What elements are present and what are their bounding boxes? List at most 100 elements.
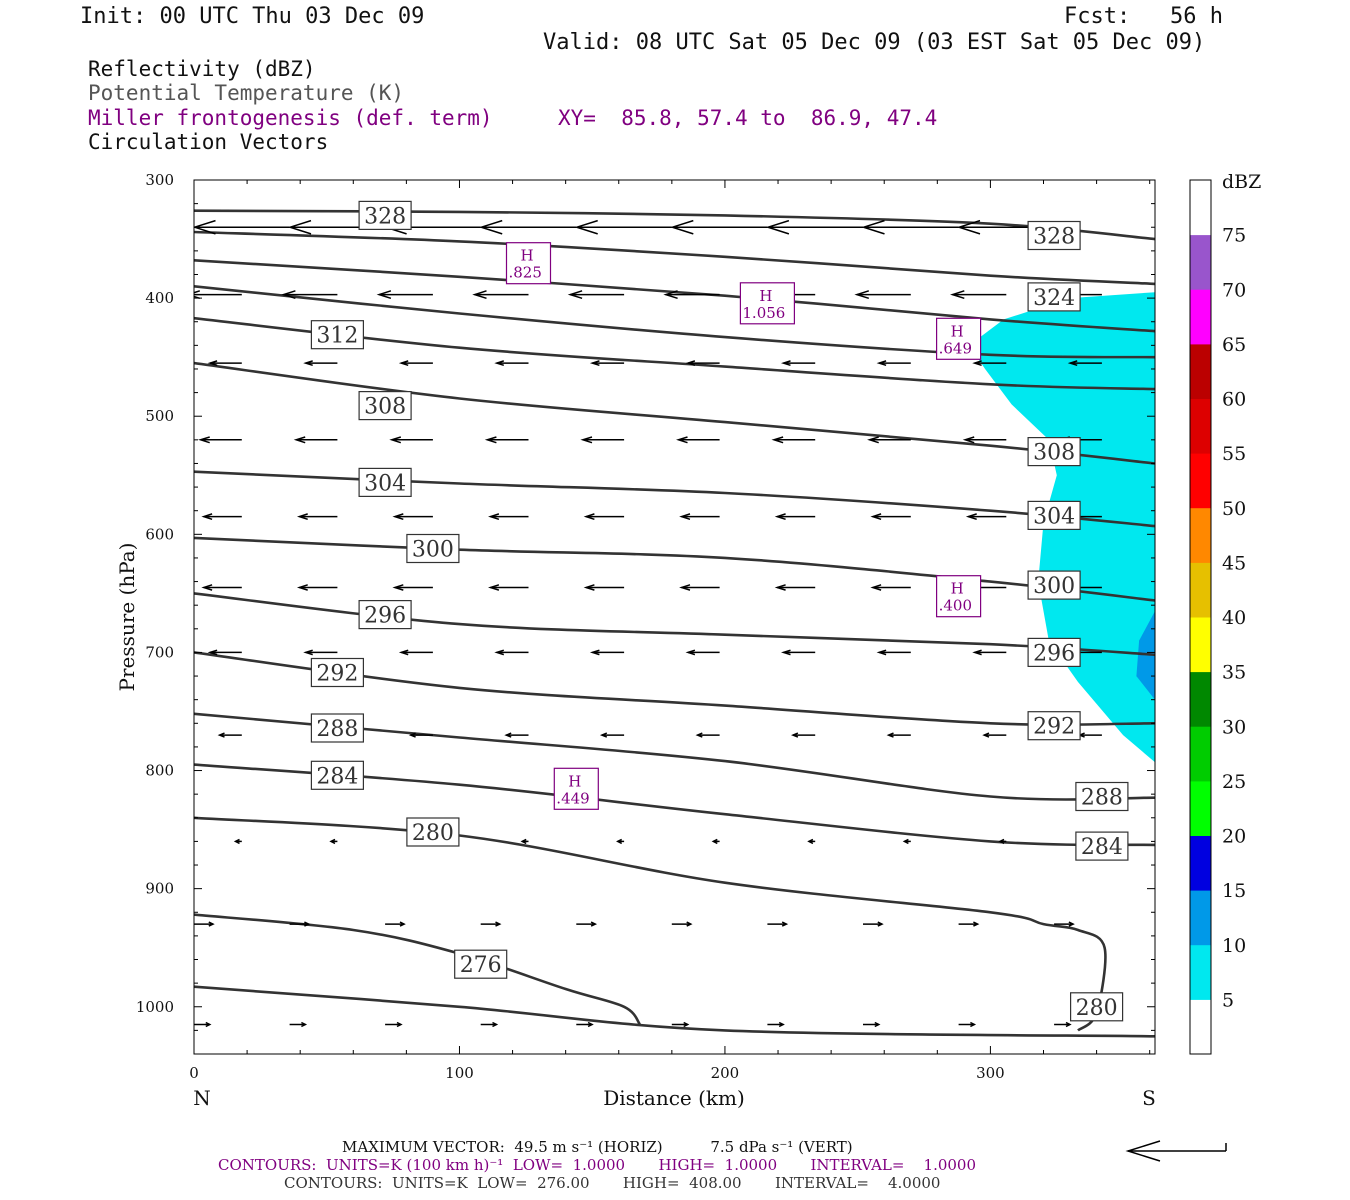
vector-head — [398, 360, 409, 367]
isentrope-label: 328 — [1027, 220, 1081, 251]
circulation-vector — [616, 838, 625, 845]
isentrope-272 — [194, 985, 1155, 1038]
colorbar-level-label: 5 — [1222, 989, 1234, 1011]
circulation-vector — [376, 290, 433, 300]
isentrope-label-text: 312 — [316, 324, 358, 349]
isentrope-label-box — [1027, 220, 1081, 251]
colorbar-level-label: 55 — [1222, 443, 1246, 465]
vector-head — [398, 649, 409, 656]
circulation-vector — [774, 584, 816, 591]
circulation-vector — [392, 584, 433, 591]
isentrope-label-text: 324 — [1033, 286, 1075, 311]
isentrope-label-text: 292 — [316, 662, 358, 687]
circulation-vector — [478, 219, 577, 235]
axis-layer: 300 400 500 600 700 800 900 1000 0 100 200 300 — [136, 171, 1155, 1082]
frontogenesis-max-value: 1.056 — [742, 304, 785, 322]
isentrope-label-box — [1075, 781, 1129, 812]
circulation-vector — [207, 360, 242, 367]
isentrope-296 — [194, 592, 1155, 657]
vector-head — [494, 360, 505, 367]
circulation-vector — [289, 1021, 308, 1028]
circulation-vector — [972, 649, 1007, 656]
vector-head — [520, 838, 527, 845]
colorbar-frame — [1189, 179, 1212, 1055]
circulation-vector — [671, 921, 693, 927]
vector-head — [778, 1021, 785, 1028]
vector-head — [99, 221, 120, 234]
colorbar-swatch — [1190, 562, 1211, 618]
isentrope-label-text: 328 — [364, 204, 406, 229]
vector-head — [998, 838, 1005, 845]
circulation-vector — [194, 1021, 212, 1028]
legend-reflectivity: Reflectivity (dBZ) — [88, 57, 316, 81]
reference-vector — [1125, 1140, 1227, 1162]
circulation-vector — [576, 921, 598, 927]
isentrope-label-text: 308 — [1033, 441, 1075, 466]
isentrope-label-box — [1027, 282, 1081, 312]
circulation-vector — [671, 1021, 690, 1028]
y-tick-label: 300 — [145, 171, 174, 189]
isentrope-label-text: 300 — [1033, 574, 1075, 599]
vector-head — [293, 436, 306, 444]
legend-vectors: Circulation Vectors — [88, 130, 329, 154]
circulation-vector — [679, 513, 720, 521]
colorbar-level-label: 60 — [1222, 389, 1246, 411]
colorbar-swatch — [1190, 671, 1211, 727]
vector-head — [973, 921, 980, 927]
vector-head — [780, 360, 791, 367]
vector-head — [574, 219, 598, 235]
frontogenesis-max-value: .825 — [509, 264, 542, 282]
circulation-vector — [233, 838, 242, 845]
circulation-vector — [807, 838, 816, 845]
circulation-vector — [861, 219, 959, 235]
isentrope-label: 304 — [358, 467, 412, 497]
isentrope-label-text: 308 — [364, 395, 406, 420]
circulation-vector — [695, 732, 720, 738]
colorbar-swatch — [1190, 180, 1211, 236]
frontogenesis-max-letter: H — [759, 287, 772, 305]
x-axis-label: Distance (km) — [603, 1086, 745, 1110]
circulation-vector — [902, 838, 911, 845]
vector-head — [303, 360, 313, 367]
circulation-vector — [767, 921, 789, 927]
circulation-vector — [583, 584, 625, 591]
colorbar-swatch — [1190, 453, 1211, 509]
vector-head — [198, 436, 210, 444]
colorbar-level-label: 15 — [1222, 880, 1246, 902]
isentrope-label-box — [310, 657, 364, 688]
circulation-vector — [886, 732, 911, 738]
circulation-vector — [950, 290, 1007, 300]
isentrope-label-text: 300 — [412, 538, 454, 563]
circulation-vector — [398, 360, 433, 367]
colorbar-swatch — [1190, 999, 1211, 1055]
vector-head — [504, 732, 512, 738]
circulation-vector — [480, 1021, 499, 1028]
colorbar-swatch — [1190, 944, 1211, 1000]
vector-head — [972, 360, 982, 367]
circulation-vector — [780, 360, 816, 367]
circulation-vector — [982, 732, 1007, 738]
frontogenesis-max-letter: H — [951, 322, 964, 340]
isentrope-label-box — [310, 713, 364, 743]
circulation-vector — [669, 219, 768, 235]
circulation-vector — [398, 649, 433, 656]
vector-head — [287, 219, 312, 235]
circulation-vector — [303, 360, 338, 367]
frontogenesis-contour-note: CONTOURS: UNITS=K (100 km h)⁻¹ LOW= 1.00… — [218, 1156, 977, 1174]
colorbar-swatch — [1190, 398, 1211, 454]
vector-head — [478, 219, 503, 235]
vector-head — [296, 513, 308, 521]
frontogenesis-max-box — [739, 282, 796, 325]
circulation-vector — [99, 221, 194, 234]
vector-head — [774, 584, 786, 591]
vector-head — [972, 649, 982, 656]
colorbar-swatch — [1190, 234, 1211, 290]
vector-head — [695, 732, 703, 738]
circulation-vector — [863, 1021, 881, 1028]
isentrope-label-box — [310, 320, 364, 350]
vector-head — [962, 436, 975, 444]
x-tick-label: 200 — [711, 1064, 740, 1082]
vector-head — [392, 584, 404, 591]
circulation-vector — [583, 513, 625, 521]
frontogenesis-max-letter: H — [568, 772, 581, 790]
